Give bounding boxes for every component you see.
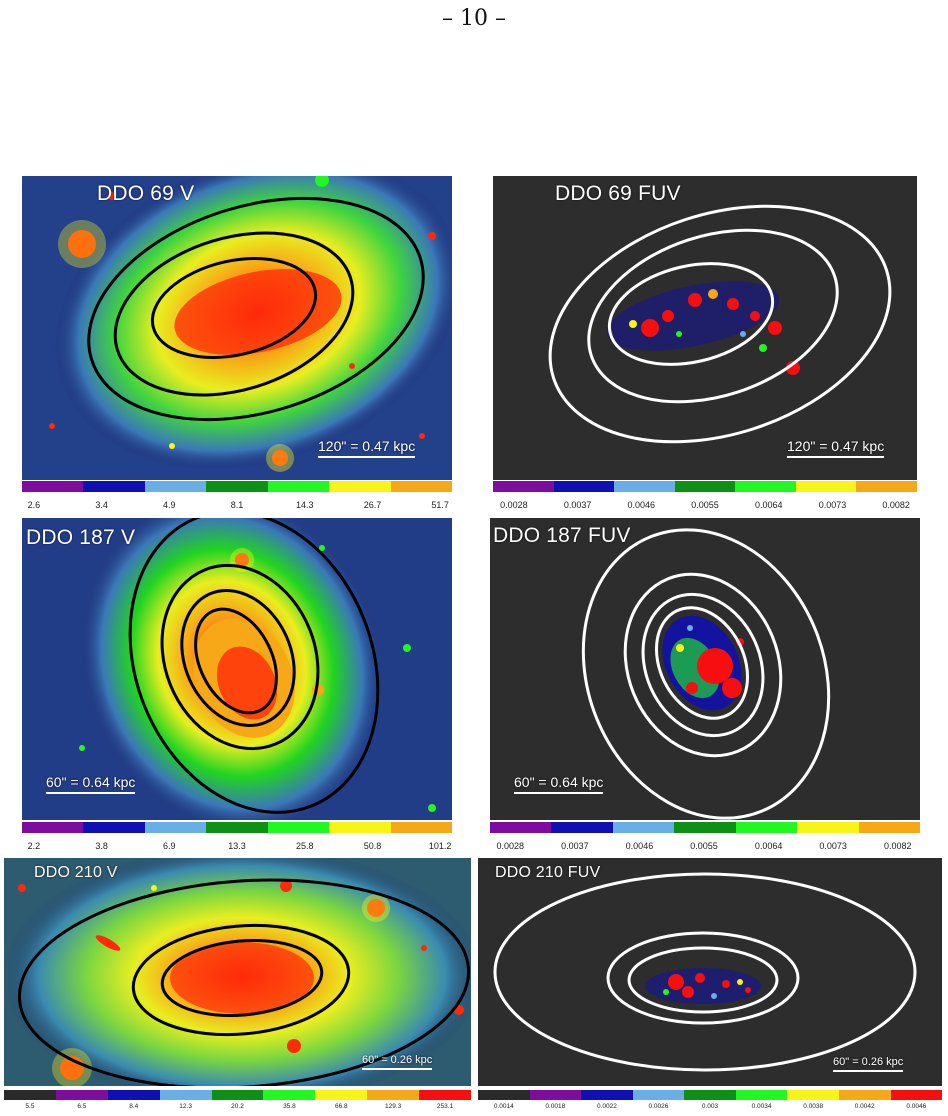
tick-label: 26.7: [363, 500, 382, 510]
scale-bar-label: 60" = 0.64 kpc: [514, 774, 604, 794]
tick-label: 0.0082: [882, 500, 910, 510]
ddo187-v-map: [22, 518, 452, 820]
scale-bar-label: 120" = 0.47 kpc: [787, 438, 885, 458]
ddo69-v-image: DDO 69 V 120" = 0.47 kpc: [22, 176, 452, 480]
tick-label: 6.9: [163, 841, 176, 851]
colorbar-ticks: 0.0014 0.0018 0.0022 0.0026 0.003 0.0034…: [478, 1101, 942, 1113]
tick-label: 0.0046: [627, 500, 656, 510]
tick-label: 13.3: [228, 841, 246, 851]
tick-label: 0.0014: [493, 1103, 514, 1110]
tick-label: 0.0034: [751, 1103, 772, 1110]
tick-label: 0.0055: [691, 500, 719, 510]
tick-label: 0.0037: [561, 841, 589, 851]
tick-label: 2.6: [27, 500, 41, 510]
tick-label: 0.0064: [754, 841, 783, 851]
tick-label: 0.0046: [625, 841, 654, 851]
tick-label: 3.8: [95, 841, 108, 851]
tick-label: 0.0064: [754, 500, 783, 510]
tick-label: 101.2: [428, 841, 452, 851]
ddo210-v-image: DDO 210 V 60" = 0.26 kpc: [4, 858, 471, 1086]
ddo210-fuv-image: DDO 210 FUV 60" = 0.26 kpc: [478, 858, 942, 1086]
tick-label: 0.0026: [648, 1103, 669, 1110]
tick-label: 50.8: [363, 841, 382, 851]
colorbar-ticks: 5.5 6.5 8.4 12.3 20.2 35.8 66.8 129.3 25…: [4, 1101, 471, 1113]
tick-label: 20.2: [231, 1103, 244, 1110]
tick-label: 0.0028: [500, 500, 528, 510]
colorbar: [490, 822, 920, 833]
tick-label: 0.0046: [906, 1103, 927, 1110]
colorbar-ticks: 0.0028 0.0037 0.0046 0.0055 0.0064 0.007…: [478, 840, 930, 852]
scale-bar-label: 60" = 0.26 kpc: [362, 1054, 433, 1070]
tick-label: 0.0037: [563, 500, 592, 510]
tick-label: 2.2: [27, 841, 41, 851]
tick-label: 0.0073: [819, 841, 847, 851]
ddo187-fuv-map: [490, 518, 920, 820]
tick-label: 14.3: [295, 500, 314, 510]
scale-bar-label: 60" = 0.64 kpc: [46, 774, 136, 794]
tick-label: 0.0028: [496, 841, 525, 851]
colorbar-ticks: 0.0028 0.0037 0.0046 0.0055 0.0064 0.007…: [482, 499, 928, 511]
scale-bar-label: 120" = 0.47 kpc: [318, 438, 416, 458]
tick-label: 35.8: [283, 1103, 296, 1110]
tick-label: 253.1: [436, 1103, 454, 1110]
tick-label: 0.0082: [883, 841, 912, 851]
tick-label: 5.5: [25, 1103, 35, 1110]
ddo187-fuv-image: DDO 187 FUV 60" = 0.64 kpc: [490, 518, 920, 820]
ddo210-fuv-map: [478, 858, 942, 1086]
colorbar-ticks: 2.2 3.8 6.9 13.3 25.8 50.8 101.2: [0, 840, 474, 852]
tick-label: 3.4: [95, 500, 108, 510]
colorbar: [493, 481, 918, 492]
tick-label: 12.3: [179, 1103, 192, 1110]
colorbar: [22, 822, 452, 833]
tick-label: 4.9: [163, 500, 176, 510]
panel-label: DDO 69 FUV: [555, 182, 681, 205]
page-number: – 10 –: [442, 6, 506, 31]
ddo187-v-image: DDO 187 V 60" = 0.64 kpc: [22, 518, 452, 820]
tick-label: 0.0073: [818, 500, 847, 510]
ddo69-fuv-map: [493, 176, 917, 480]
tick-label: 25.8: [295, 841, 314, 851]
tick-label: 6.5: [77, 1103, 87, 1110]
panel-label: DDO 187 V: [26, 526, 136, 549]
scale-bar-label: 60" = 0.26 kpc: [833, 1056, 904, 1072]
ddo69-v-map: [22, 176, 452, 480]
tick-label: 0.003: [701, 1103, 719, 1110]
tick-label: 0.0018: [545, 1103, 566, 1110]
colorbar: [478, 1090, 943, 1100]
ddo69-fuv-image: DDO 69 FUV 120" = 0.47 kpc: [493, 176, 917, 480]
tick-label: 0.0055: [690, 841, 718, 851]
tick-label: 66.8: [334, 1103, 348, 1110]
tick-label: 0.0042: [854, 1103, 875, 1110]
panel-label: DDO 210 V: [34, 864, 118, 881]
colorbar: [4, 1090, 472, 1100]
ddo210-v-map: [4, 858, 471, 1086]
tick-label: 129.3: [385, 1103, 402, 1110]
colorbar: [22, 481, 452, 492]
tick-label: 0.0022: [596, 1103, 617, 1110]
tick-label: 0.0038: [803, 1103, 824, 1110]
tick-label: 8.1: [230, 500, 244, 510]
colorbar-ticks: 2.6 3.4 4.9 8.1 14.3 26.7 51.7: [0, 499, 474, 511]
panel-label: DDO 69 V: [97, 182, 195, 205]
tick-label: 51.7: [431, 500, 449, 510]
panel-label: DDO 187 FUV: [493, 524, 631, 547]
tick-label: 8.4: [129, 1103, 139, 1110]
panel-label: DDO 210 FUV: [495, 864, 601, 881]
